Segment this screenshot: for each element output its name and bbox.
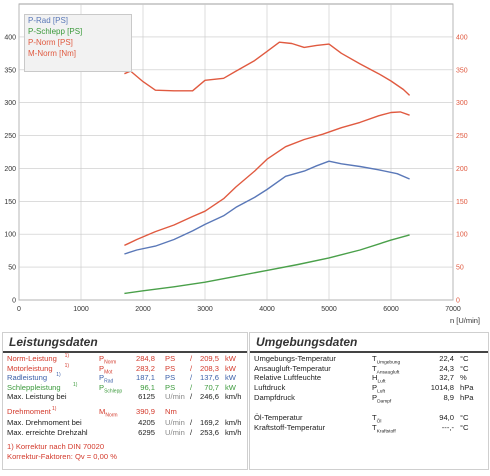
correction-note: 1) Korrektur nach DIN 70020 bbox=[7, 442, 105, 451]
leistungsdaten-title: Leistungsdaten bbox=[3, 333, 247, 353]
y-tick-left: 200 bbox=[4, 166, 16, 173]
y-tick-left: 100 bbox=[4, 232, 16, 239]
leistungsdaten-panel: Leistungsdaten Norm-Leistung 1) PNorm 284,8… bbox=[2, 332, 248, 470]
x-tick: 3000 bbox=[197, 306, 213, 313]
y-tick-right: 300 bbox=[456, 100, 468, 107]
series-line-2 bbox=[124, 111, 410, 247]
series-lines bbox=[124, 41, 411, 295]
x-tick: 5000 bbox=[321, 306, 337, 313]
axis-ticks: 0501001502002503003504000501001502002503… bbox=[4, 34, 467, 313]
legend-m-norm: M-Norm [Nm] bbox=[28, 49, 76, 58]
correction-factors: Korrektur-Faktoren: Qv = 0,00 % bbox=[7, 452, 117, 461]
y-tick-right: 150 bbox=[456, 199, 468, 206]
y-tick-left: 250 bbox=[4, 133, 16, 140]
y-tick-right: 200 bbox=[456, 166, 468, 173]
y-tick-right: 50 bbox=[456, 265, 464, 272]
y-tick-left: 50 bbox=[8, 265, 16, 272]
y-tick-right: 350 bbox=[456, 67, 468, 74]
legend-p-schlepp: P-Schlepp [PS] bbox=[28, 27, 83, 36]
umgebungsdaten-panel: Umgebungsdaten Umgebungs-Temperatur TUmge… bbox=[249, 332, 489, 470]
series-line-3 bbox=[124, 41, 411, 96]
chart-legend: P-Rad [PS] P-Schlepp [PS] P-Norm [PS] M-… bbox=[24, 14, 132, 72]
y-tick-left: 150 bbox=[4, 199, 16, 206]
series-line-0 bbox=[124, 160, 410, 255]
legend-p-norm: P-Norm [PS] bbox=[28, 38, 73, 47]
y-tick-left: 0 bbox=[12, 298, 16, 305]
x-tick: 4000 bbox=[259, 306, 275, 313]
legend-p-rad: P-Rad [PS] bbox=[28, 16, 69, 25]
series-line-1 bbox=[124, 234, 410, 295]
x-unit-label: n [U/min] bbox=[450, 316, 480, 325]
y-tick-right: 0 bbox=[456, 298, 460, 305]
umgebungsdaten-title: Umgebungsdaten bbox=[250, 333, 488, 353]
y-tick-right: 250 bbox=[456, 133, 468, 140]
y-tick-left: 300 bbox=[4, 100, 16, 107]
y-tick-right: 100 bbox=[456, 232, 468, 239]
y-tick-right: 400 bbox=[456, 34, 468, 41]
x-tick: 1000 bbox=[73, 306, 89, 313]
x-tick: 6000 bbox=[383, 306, 399, 313]
x-tick: 0 bbox=[17, 306, 21, 313]
x-tick: 2000 bbox=[135, 306, 151, 313]
y-tick-left: 400 bbox=[4, 34, 16, 41]
y-tick-left: 350 bbox=[4, 67, 16, 74]
x-tick: 7000 bbox=[445, 306, 461, 313]
